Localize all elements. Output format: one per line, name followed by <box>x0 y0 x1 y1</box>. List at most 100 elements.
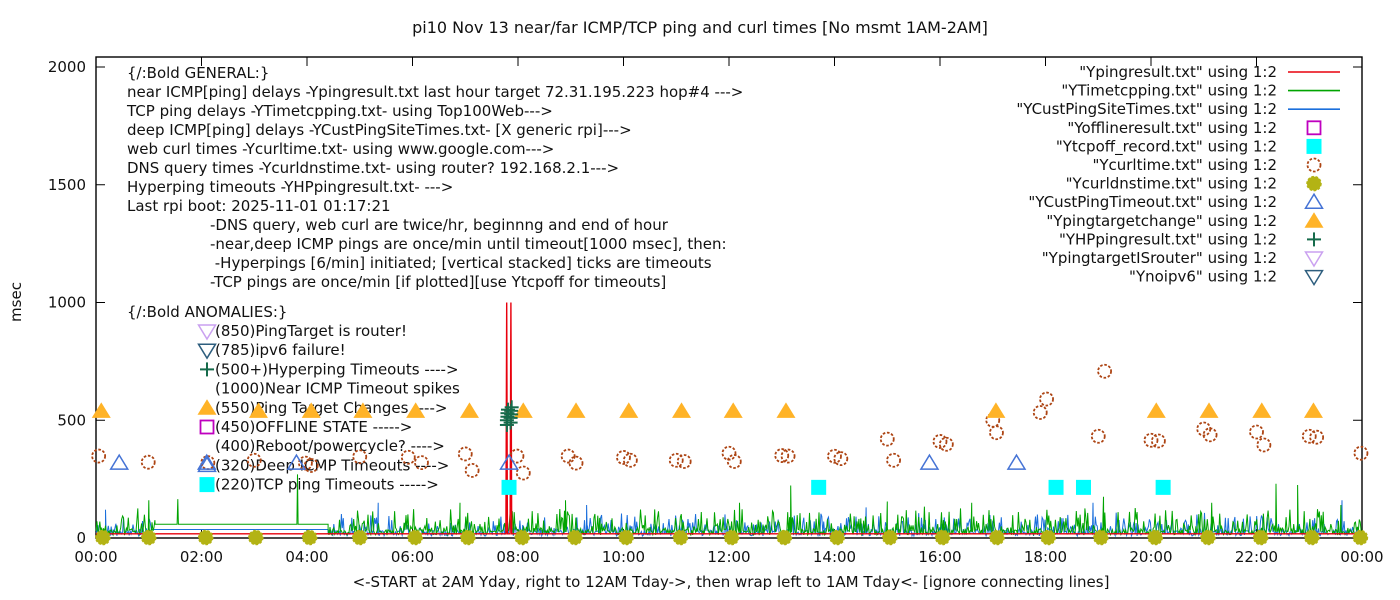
series-ypingtargetchange-point <box>353 402 373 418</box>
general-note-line: -near,deep ICMP pings are once/min until… <box>210 235 727 253</box>
series-ycurltime-point <box>246 452 262 468</box>
series-ycurltime-point <box>1097 363 1112 379</box>
y-tick-label: 0 <box>76 529 86 547</box>
general-line: deep ICMP[ping] delays -YCustPingSiteTim… <box>127 121 632 139</box>
series-ypingtargetchange-point <box>406 402 426 418</box>
series-ycurltime-point <box>833 451 849 467</box>
series-ycurldnstime <box>95 529 1369 546</box>
y-tick-label: 1000 <box>48 294 86 312</box>
series-ycurltime-point <box>457 446 473 462</box>
anomaly-line: (400)Reboot/powercycle? ----> <box>215 437 445 455</box>
series-ycurldnstime-point <box>1147 529 1163 546</box>
anomaly-line: (550)Ping Target Changes ----> <box>215 399 447 417</box>
legend-label: "YHPpingresult.txt" using 1:2 <box>1059 230 1277 248</box>
general-line: Hyperping timeouts -YHPpingresult.txt- -… <box>127 178 453 196</box>
series-ypingtargetchange-point <box>513 402 533 418</box>
series-ypingtargetchange-point <box>723 402 743 418</box>
anomaly-line: (320)Deep ICMP Timeouts ----> <box>215 456 449 474</box>
x-tick-label: 04:00 <box>285 548 328 566</box>
legend-marker-tri-down-open <box>1304 251 1324 268</box>
series-ycurltime-point <box>827 448 842 464</box>
anomaly-marker <box>199 419 215 435</box>
series-ycurltime-point <box>1301 428 1317 444</box>
general-line: web curl times -Ycurltime.txt- using www… <box>127 140 554 158</box>
series-ycustpingtimeout-point <box>196 453 217 470</box>
series-ycurltime-point <box>1256 437 1272 453</box>
series-ycurldnstime-point <box>776 529 793 546</box>
series-ycurltime-point <box>1143 432 1159 448</box>
series-ycurldnstime-point <box>723 529 740 546</box>
general-note-line: -DNS query, web curl are twice/hr, begin… <box>210 216 669 234</box>
series-ycurltime-point <box>1090 428 1106 444</box>
series-ytimetcpping <box>95 474 1362 537</box>
series-ycurltime-point <box>1202 427 1218 443</box>
series-ycurldnstime-point <box>1352 529 1369 546</box>
x-tick-label: 06:00 <box>391 548 434 566</box>
series-ypingtargetchange-point <box>1252 402 1272 418</box>
general-header: {/:Bold GENERAL:} <box>127 64 269 82</box>
series-yhppingresult-point <box>504 400 519 415</box>
series-ycurldnstime-point <box>460 529 476 546</box>
series-ypingtargetchange-point <box>776 402 796 418</box>
legend-marker-tri-down-open <box>1304 269 1324 287</box>
series-ycurltime-point <box>464 463 480 478</box>
series-ycurltime-point <box>616 450 631 465</box>
x-tick-label: 08:00 <box>496 548 539 566</box>
series-ytcpoff-record-point <box>1155 479 1171 495</box>
x-tick-label: 20:00 <box>1129 548 1172 566</box>
general-note-line: -TCP pings are once/min [if plotted][use… <box>210 273 666 291</box>
x-tick-label: 12:00 <box>707 548 750 566</box>
legend-label: "Ypingtargetchange" using 1:2 <box>1046 212 1277 230</box>
series-ycurltime-point <box>932 434 948 449</box>
series-ycurldnstime-point <box>618 529 634 546</box>
legend-marker-tri-up-filled <box>1304 212 1324 228</box>
series-ycurldnstime-point <box>1252 529 1269 546</box>
series-ycustpingtimeout-point <box>286 453 307 470</box>
series-ycurldnstime-point <box>882 529 898 546</box>
x-tick-label: 02:00 <box>180 548 223 566</box>
anomaly-line: (1000)Near ICMP Timeout spikes <box>215 380 460 398</box>
series-ycurltime-point <box>1309 429 1325 445</box>
series-ycurldnstime-point <box>407 529 423 546</box>
legend-label: "Ynoipv6" using 1:2 <box>1129 268 1277 286</box>
anomaly-line: (785)ipv6 failure! <box>215 341 346 359</box>
series-yhppingresult <box>499 400 519 432</box>
series-ycurldnstime-point <box>141 529 157 546</box>
x-tick-label: 18:00 <box>1024 548 1067 566</box>
series-ycurltime-point <box>560 448 576 464</box>
series-ycurltime-point <box>780 448 796 464</box>
legend-label: "YTimetcpping.txt" using 1:2 <box>1061 82 1277 100</box>
x-tick-label: 16:00 <box>918 548 961 566</box>
series-ycurltime-point <box>668 452 684 468</box>
series-ycustpingtimeout-point <box>919 453 940 470</box>
series-ycurltime-point <box>1150 433 1166 449</box>
series-ycurldnstime-point <box>1304 529 1320 546</box>
series-ypingtargetchange-point <box>619 402 639 418</box>
anomaly-marker <box>200 362 214 377</box>
anomaly-line: (850)PingTarget is router! <box>215 322 407 340</box>
series-ycurldnstime-point <box>934 529 951 546</box>
series-ycurldnstime-point <box>248 529 264 546</box>
y-tick-label: 500 <box>57 411 86 429</box>
series-ycurltime-point <box>1249 424 1264 440</box>
series-ypingtargetchange-point <box>566 402 586 418</box>
series-ytcpoff-record-point <box>501 479 517 495</box>
series-ycurltime-point <box>676 454 692 469</box>
legend: "Ypingresult.txt" using 1:2"YTimetcpping… <box>1016 63 1340 287</box>
anomaly-marker <box>197 455 217 473</box>
anomaly-line: (220)TCP ping Timeouts -----> <box>215 476 439 494</box>
general-line: DNS query times -Ycurldnstime.txt- using… <box>127 159 619 177</box>
anomaly-marker <box>197 324 217 341</box>
series-ytcpoff-record-point <box>1048 479 1064 495</box>
series-ycustpingtimeout-point <box>499 453 519 470</box>
legend-label: "Yofflineresult.txt" using 1:2 <box>1067 119 1277 137</box>
legend-label: "YpingtargetISrouter" using 1:2 <box>1042 249 1277 267</box>
series-ycurltime-point <box>303 458 319 473</box>
series-ytcpoff-record-point <box>1075 479 1091 495</box>
chart-title: pi10 Nov 13 near/far ICMP/TCP ping and c… <box>412 18 988 37</box>
legend-marker-plus <box>1307 232 1321 247</box>
series-ycurldnstime-point <box>1200 529 1216 546</box>
series-ycurldnstime-point <box>989 529 1005 546</box>
legend-marker-circle-open <box>1306 157 1322 173</box>
general-line: near ICMP[ping] delays -Ypingresult.txt … <box>127 83 743 101</box>
